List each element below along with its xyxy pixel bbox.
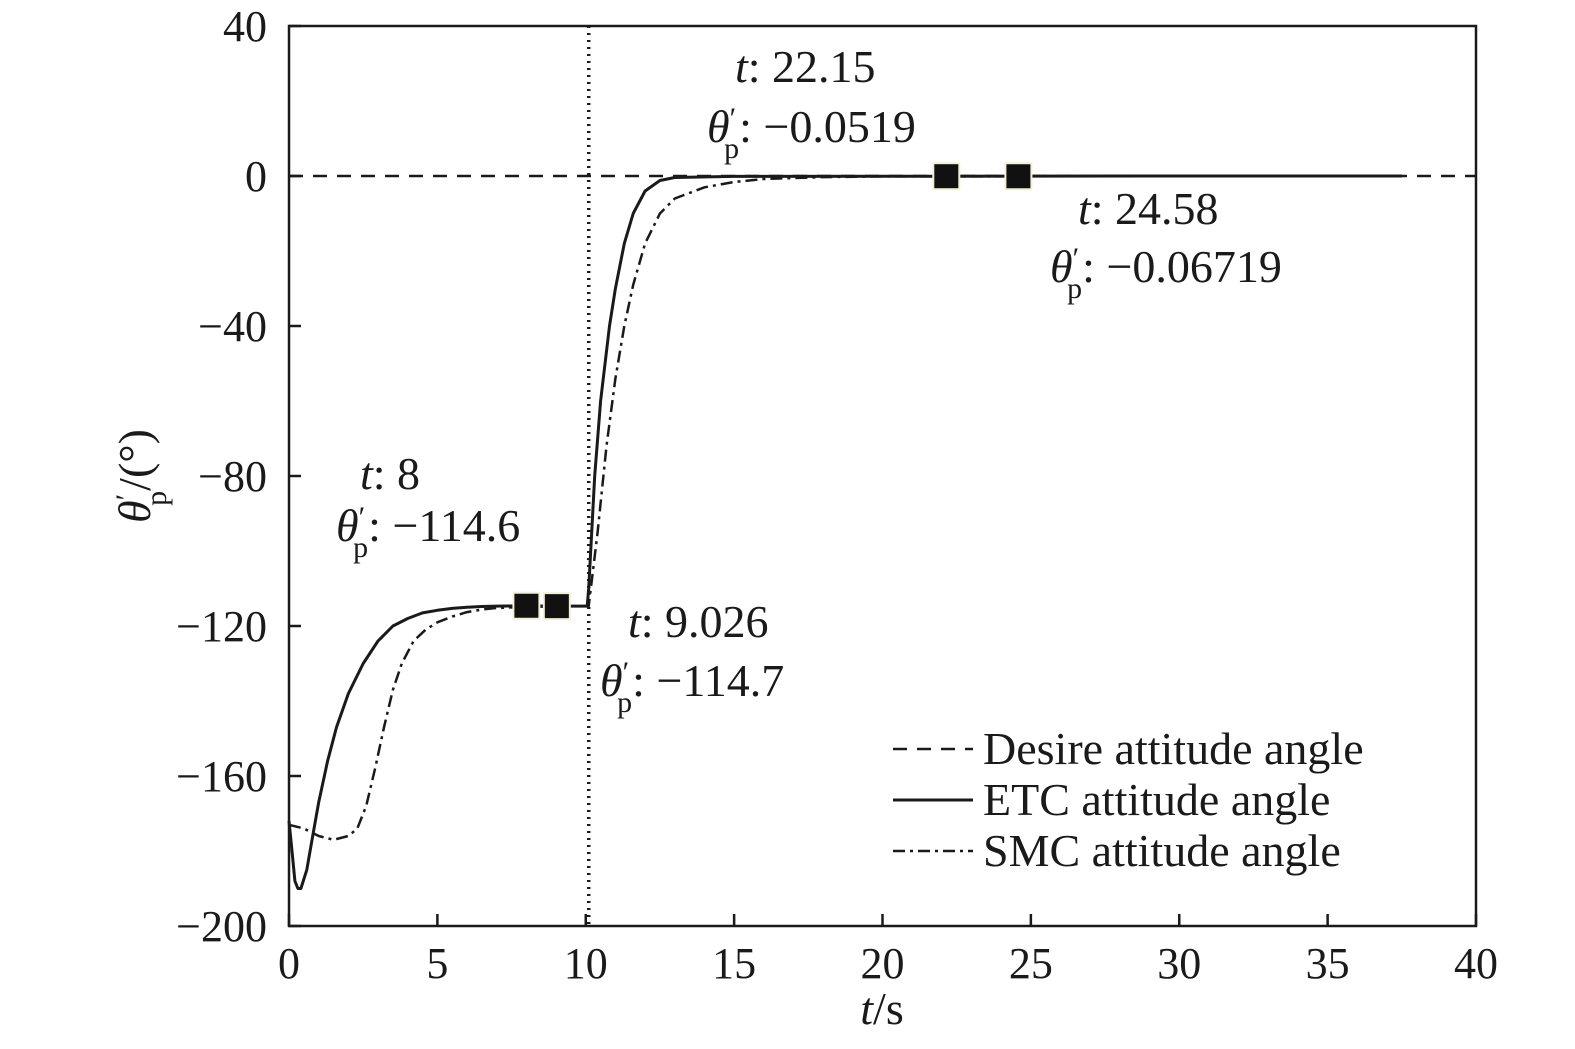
theta-sub: p — [1067, 272, 1082, 305]
x-tick-label: 15 — [712, 939, 756, 988]
theta-var: θ — [600, 655, 623, 706]
y-tick-label: −80 — [198, 452, 267, 501]
annotation-theta-value: : −0.06719 — [1082, 241, 1282, 292]
annotation-theta-value: : −114.7 — [632, 655, 784, 706]
theta-prime: ′ — [359, 501, 366, 534]
theta-var: θ — [1050, 241, 1073, 292]
svg-text:t: 22.15: t: 22.15 — [735, 41, 876, 92]
x-tick-label: 40 — [1454, 939, 1498, 988]
series-group — [287, 174, 1476, 890]
annotation-t-label: t — [360, 448, 374, 499]
theta-prime: ′ — [623, 656, 630, 689]
svg-text:θ′p: −0.0519: θ′ p: −0.0519 — [707, 101, 916, 165]
legend-label-etc: ETC attitude angle — [983, 774, 1330, 825]
series-smc-line — [288, 174, 1402, 842]
theta-sub: p — [617, 686, 632, 719]
x-tick-label: 25 — [1009, 939, 1053, 988]
theta-var: θ — [336, 500, 359, 551]
x-tick-label: 20 — [861, 939, 905, 988]
theta-sub: p — [724, 132, 739, 165]
annotation-t-value: : 9.026 — [641, 596, 769, 647]
y-tick-label: −200 — [176, 902, 267, 951]
x-tick-label: 35 — [1306, 939, 1350, 988]
annotation-theta-value: : −0.0519 — [739, 101, 916, 152]
svg-text:t: 8: t: 8 — [360, 448, 420, 499]
theta-prime: ′ — [1073, 242, 1080, 275]
theta-sub: p — [353, 531, 368, 564]
svg-text:t: 24.58: t: 24.58 — [1078, 183, 1219, 234]
y-ticks: 40 0 −40 −80 −120 −160 −200 — [176, 2, 301, 951]
x-tick-label: 10 — [564, 939, 608, 988]
data-marker — [542, 592, 571, 621]
annotation-t-value: : 22.15 — [748, 41, 876, 92]
legend: Desire attitude angle ETC attitude angle… — [893, 723, 1364, 876]
annotation-t-label: t — [1078, 183, 1092, 234]
annotation-theta-value: : −114.6 — [368, 500, 520, 551]
annotation-t-value: : 24.58 — [1091, 183, 1219, 234]
y-tick-label: −40 — [198, 302, 267, 351]
annotation-t9026: t: 9.026 θ′ p: −114.7 — [600, 596, 784, 719]
y-tick-label: −160 — [176, 752, 267, 801]
x-tick-label: 30 — [1157, 939, 1201, 988]
legend-label-smc: SMC attitude angle — [983, 825, 1341, 876]
x-tick-label: 5 — [426, 939, 448, 988]
annotation-t-label: t — [735, 41, 749, 92]
annotation-t-value: : 8 — [373, 448, 420, 499]
legend-label-desire: Desire attitude angle — [983, 723, 1364, 774]
svg-text:θ′p: −0.06719: θ′ p: −0.06719 — [1050, 241, 1282, 305]
x-tick-label: 0 — [278, 939, 300, 988]
y-axis-title: θ′p/(°) — [109, 429, 173, 523]
annotation-t2215: t: 22.15 θ′ p: −0.0519 — [707, 41, 916, 165]
annotation-t2458: t: 24.58 θ′ p: −0.06719 — [1050, 183, 1282, 305]
data-marker — [932, 162, 961, 191]
x-axis-title: t/s — [860, 983, 903, 1034]
theta-prime: ′ — [730, 102, 737, 135]
theta-var: θ — [707, 101, 730, 152]
svg-text:θ′p: −114.6: θ′ p: −114.6 — [336, 500, 520, 564]
annotation-t-label: t — [628, 596, 642, 647]
y-tick-label: 0 — [245, 152, 267, 201]
svg-text:θ′p: −114.7: θ′ p: −114.7 — [600, 655, 784, 719]
data-marker — [1004, 162, 1033, 191]
data-marker — [512, 591, 541, 620]
annotation-t8: t: 8 θ′ p: −114.6 — [336, 448, 520, 564]
y-tick-label: −120 — [176, 602, 267, 651]
series-etc-line — [287, 174, 1402, 890]
y-tick-label: 40 — [223, 2, 267, 51]
svg-text:t: 9.026: t: 9.026 — [628, 596, 769, 647]
markers-group — [512, 162, 1033, 621]
x-ticks: 0 5 10 15 20 25 30 35 40 — [278, 914, 1498, 988]
